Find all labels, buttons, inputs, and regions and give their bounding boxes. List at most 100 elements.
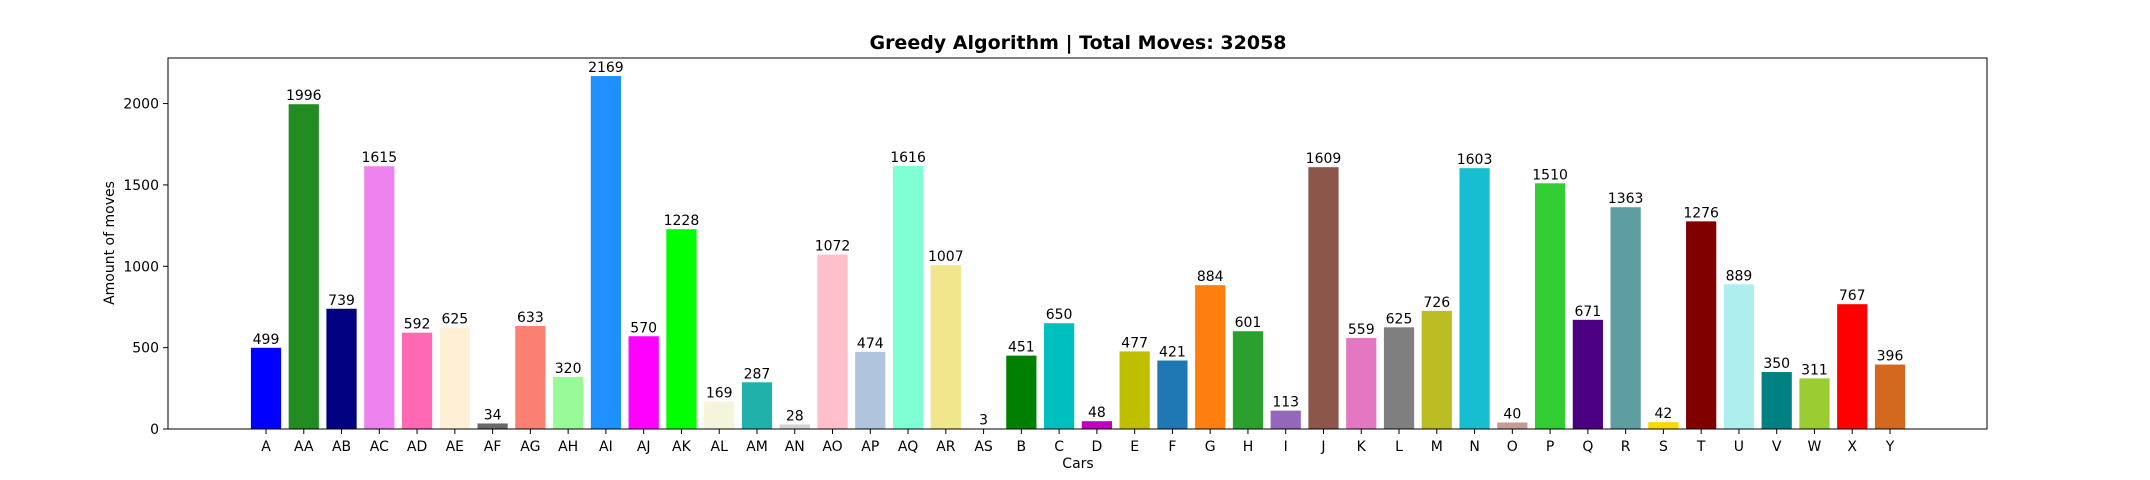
x-tick-label: AK [672,439,692,455]
bar [779,424,810,429]
bar [439,327,470,429]
bar [817,254,848,429]
x-tick-label: AL [711,439,729,455]
x-tick-label: T [1696,439,1706,455]
data-label: 40 [1503,406,1521,422]
bar [1195,285,1226,429]
data-label: 739 [328,293,355,309]
x-tick-label: AJ [637,439,651,455]
data-label: 1276 [1683,205,1719,221]
data-label: 625 [441,311,468,327]
x-tick-label: AA [294,439,314,455]
bar [1308,167,1339,430]
x-tick-label: O [1507,439,1518,455]
bar [1081,421,1112,429]
bar [666,229,697,429]
data-label: 477 [1121,335,1148,351]
x-tick-label: N [1469,439,1479,455]
data-label: 592 [404,317,431,333]
data-label: 113 [1272,395,1299,411]
y-tick-label: 1500 [123,178,159,194]
bar [1723,284,1755,429]
x-tick-label: S [1659,439,1668,455]
data-label: 34 [484,407,502,423]
x-tick-label: AD [407,439,427,455]
data-label: 421 [1159,344,1186,360]
x-tick-label: AI [599,439,613,455]
data-label: 726 [1423,295,1450,311]
bar [1610,207,1641,429]
data-label: 499 [253,332,280,348]
x-tick-label: D [1091,439,1102,455]
x-tick-label: A [261,439,271,455]
bar [1421,310,1452,429]
plot-area: 0 500 1000 1500 2000 499 A 1996 AA 739 AB 1615 AC 592… [123,60,1906,455]
bar [1119,351,1150,429]
bar [1572,319,1603,429]
bar [1837,304,1868,429]
y-tick-label: 2000 [123,97,159,113]
x-tick-label: AF [484,439,502,455]
bar [553,376,584,429]
bar [515,325,546,429]
x-tick-label: E [1130,439,1139,455]
bar [364,166,395,430]
x-tick-label: AE [446,439,464,455]
x-tick-label: L [1395,439,1403,455]
x-tick-label: AB [332,439,351,455]
x-tick-label: W [1808,439,1822,455]
x-tick-label: AM [746,439,768,455]
chart-title: Greedy Algorithm | Total Moves: 32058 [869,32,1286,54]
bar [855,351,886,429]
bar [1534,183,1566,429]
bar [250,347,282,429]
x-tick-label: AS [974,439,993,455]
x-tick-label: J [1320,439,1325,455]
data-label: 1603 [1457,152,1493,168]
bar [1874,364,1906,429]
bar [1270,410,1301,429]
x-tick-label: X [1847,439,1857,455]
data-label: 28 [786,408,804,424]
data-label: 350 [1763,356,1790,372]
data-label: 767 [1839,288,1866,304]
x-tick-label: R [1621,439,1631,455]
data-label: 1363 [1608,191,1644,207]
data-label: 625 [1386,311,1413,327]
y-axis-title: Amount of moves [102,181,118,305]
bar [1044,323,1075,429]
plot-frame [167,57,1988,430]
data-label: 884 [1197,269,1224,285]
data-label: 3 [979,413,988,429]
x-tick-label: AQ [898,439,918,455]
data-label: 1616 [890,150,926,166]
x-tick-label: AC [370,439,389,455]
data-label: 1510 [1532,167,1568,183]
bar [401,332,433,429]
data-label: 474 [857,336,884,352]
bar [1799,378,1830,429]
bar [892,166,924,430]
x-axis-title: Cars [1062,456,1093,472]
bar [326,308,357,429]
y-tick-label: 1000 [123,259,159,275]
data-label: 2169 [588,60,624,76]
data-label: 671 [1574,304,1601,320]
bar [704,401,735,429]
data-label: 169 [706,386,733,402]
bar [1686,221,1717,429]
data-label: 889 [1726,268,1753,284]
x-tick-label: AG [520,439,540,455]
bar [1232,331,1264,429]
bar [288,104,319,429]
x-tick-label: P [1546,439,1554,455]
x-tick-label: H [1243,439,1254,455]
bar [590,76,622,430]
x-tick-label: AP [861,439,879,455]
y-tick-label: 0 [150,422,159,438]
x-tick-label: V [1772,439,1782,455]
data-label: 601 [1235,315,1262,331]
bar [1383,327,1415,429]
x-tick-label: F [1168,439,1176,455]
bar [477,423,508,429]
